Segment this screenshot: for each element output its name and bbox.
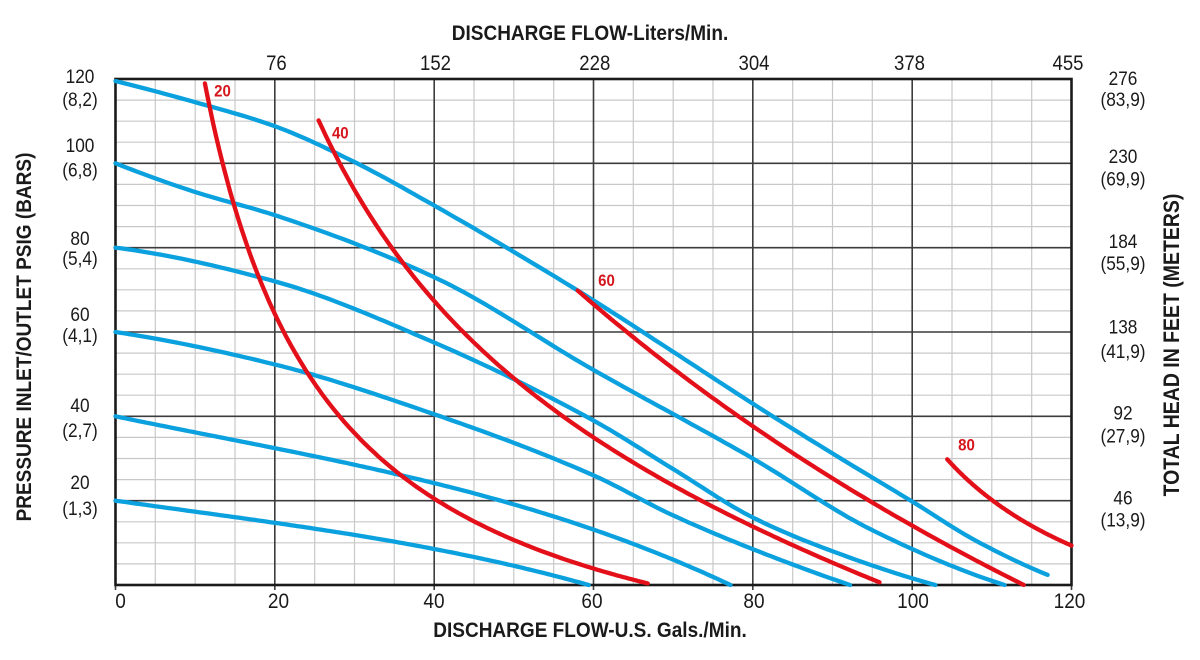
svg-text:20: 20	[214, 82, 231, 101]
svg-text:228: 228	[579, 52, 610, 75]
svg-text:60: 60	[581, 590, 602, 613]
svg-text:(27,9): (27,9)	[1100, 424, 1145, 446]
svg-text:40: 40	[70, 394, 89, 416]
svg-text:(8,2): (8,2)	[62, 88, 97, 110]
svg-text:(69,9): (69,9)	[1100, 168, 1145, 190]
svg-text:455: 455	[1053, 52, 1084, 75]
svg-text:60: 60	[70, 303, 89, 325]
svg-text:276: 276	[1109, 67, 1138, 89]
svg-text:(41,9): (41,9)	[1100, 340, 1145, 362]
svg-text:120: 120	[66, 65, 95, 87]
svg-text:(4,1): (4,1)	[62, 324, 97, 346]
svg-text:152: 152	[420, 52, 451, 75]
svg-text:0: 0	[115, 590, 126, 613]
svg-text:60: 60	[598, 271, 615, 290]
svg-text:100: 100	[66, 134, 95, 156]
svg-text:20: 20	[268, 590, 289, 613]
svg-text:230: 230	[1109, 145, 1138, 167]
svg-text:(2,7): (2,7)	[62, 419, 97, 441]
svg-text:378: 378	[894, 52, 925, 75]
svg-text:PRESSURE INLET/OUTLET PSIG (BA: PRESSURE INLET/OUTLET PSIG (BARS)	[13, 153, 36, 522]
svg-text:100: 100	[897, 590, 929, 613]
svg-text:80: 80	[743, 590, 764, 613]
svg-text:DISCHARGE FLOW-Liters/Min.: DISCHARGE FLOW-Liters/Min.	[452, 22, 729, 45]
svg-text:40: 40	[423, 590, 444, 613]
svg-text:(6,8): (6,8)	[62, 158, 97, 180]
svg-text:DISCHARGE FLOW-U.S. Gals./Min.: DISCHARGE FLOW-U.S. Gals./Min.	[433, 619, 747, 642]
svg-text:46: 46	[1113, 486, 1132, 508]
svg-text:(5,4): (5,4)	[62, 247, 97, 269]
svg-text:76: 76	[266, 52, 287, 75]
svg-text:(13,9): (13,9)	[1100, 508, 1145, 530]
svg-text:(1,3): (1,3)	[62, 497, 97, 519]
svg-text:(83,9): (83,9)	[1100, 88, 1145, 110]
svg-text:40: 40	[332, 123, 349, 142]
svg-text:TOTAL HEAD IN FEET (METERS): TOTAL HEAD IN FEET (METERS)	[1160, 194, 1184, 497]
svg-text:80: 80	[70, 227, 89, 249]
svg-text:80: 80	[958, 436, 975, 455]
svg-text:20: 20	[70, 471, 89, 493]
svg-text:138: 138	[1109, 315, 1138, 337]
svg-text:(55,9): (55,9)	[1100, 252, 1145, 274]
svg-text:184: 184	[1109, 230, 1138, 252]
svg-text:92: 92	[1113, 401, 1132, 423]
svg-text:120: 120	[1054, 590, 1086, 613]
svg-text:304: 304	[739, 52, 770, 75]
